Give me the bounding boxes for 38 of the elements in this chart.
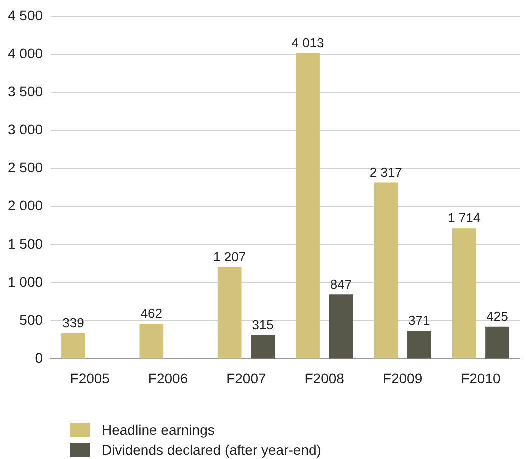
bar [452, 228, 476, 359]
y-tick-label: 2 500 [8, 160, 44, 176]
data-label: 847 [330, 276, 352, 292]
bar [296, 54, 320, 359]
y-tick-label: 2 000 [8, 198, 44, 214]
y-tick-label: 3 000 [8, 122, 44, 138]
legend-label: Dividends declared (after year-end) [102, 442, 322, 458]
data-label: 462 [140, 306, 163, 322]
data-label: 371 [408, 313, 430, 328]
y-tick-label: 4 000 [8, 45, 44, 62]
data-label: 1 207 [214, 249, 246, 264]
bar [407, 330, 432, 359]
y-tick-label: 0 [35, 350, 44, 366]
x-tick-label: F2009 [382, 370, 423, 386]
data-label: 315 [252, 317, 274, 332]
bar [251, 335, 276, 359]
y-tick-label: 1 500 [8, 236, 44, 252]
bar [374, 182, 398, 359]
y-tick-label: 500 [20, 312, 44, 328]
y-tick-label: 1 000 [8, 274, 44, 290]
bar [486, 326, 510, 359]
x-tick-label: F2010 [461, 370, 501, 386]
bar [329, 294, 354, 359]
data-label: 339 [62, 315, 84, 330]
data-label: 2 317 [370, 164, 402, 180]
bar [62, 333, 86, 359]
data-label: 1 714 [448, 210, 481, 226]
data-label: 425 [486, 308, 508, 324]
x-tick-label: F2007 [226, 370, 266, 386]
x-tick-label: F2008 [304, 370, 345, 386]
y-tick-label: 3 500 [8, 83, 44, 100]
bar [140, 324, 164, 359]
x-tick-label: F2005 [70, 370, 110, 386]
legend-label: Headline earnings [102, 422, 215, 438]
y-tick-label: 4 500 [8, 7, 44, 24]
data-label: 4 013 [292, 36, 324, 51]
bar [218, 267, 242, 359]
x-tick-label: F2006 [148, 370, 188, 386]
